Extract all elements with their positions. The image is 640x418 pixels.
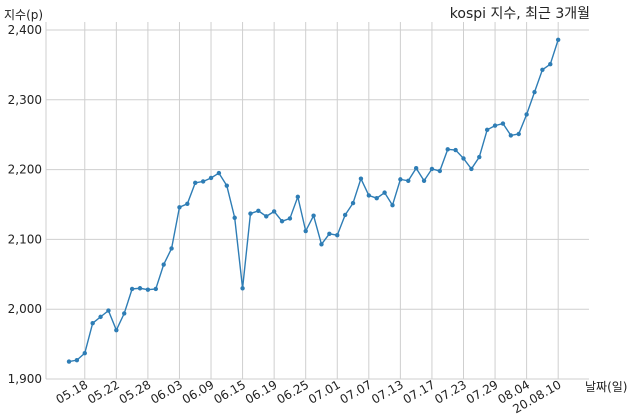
data-point [224,183,229,188]
data-point [508,133,514,138]
data-point [271,209,277,214]
x-axis-label: 날짜(일) [585,380,628,394]
data-point [327,231,332,237]
chart-title: kospi 지수, 최근 3개월 [449,6,590,22]
data-point [279,219,285,224]
x-tick-label: 06.09 [180,377,217,406]
data-point [208,175,214,181]
data-point [548,62,553,67]
data-point [484,127,490,133]
data-point [98,314,103,320]
data-point [335,233,340,238]
data-point [161,262,166,267]
x-tick-label: 07.17 [401,377,438,406]
data-point [500,121,506,126]
x-tick-label: 05.18 [54,377,91,406]
data-point [492,123,498,128]
data-point [248,211,253,216]
y-tick-label: 2,000 [8,302,42,316]
y-axis-label: 지수(p) [4,8,44,22]
data-point [287,216,293,221]
data-point [445,147,450,152]
data-point [66,359,72,364]
x-tick-label: 05.22 [85,377,122,406]
data-point [421,178,427,183]
x-tick-label: 06.19 [243,377,280,406]
y-tick-label: 2,100 [8,232,42,246]
y-tick-label: 2,200 [8,163,42,177]
data-point [342,212,348,218]
data-point [177,205,182,210]
data-point [398,177,403,182]
data-point [524,112,529,117]
x-tick-label: 06.15 [211,377,248,406]
y-tick-label: 1,900 [8,372,42,386]
data-point [114,327,119,333]
data-point [469,166,474,172]
data-point [555,37,561,42]
data-point [532,89,537,95]
data-point [461,156,466,161]
grid [45,22,589,380]
x-tick-label: 07.07 [338,377,375,406]
data-point [437,168,443,174]
data-point [429,166,435,172]
data-point [74,357,80,363]
data-point [90,320,95,326]
data-point [216,170,222,176]
data-point [374,196,379,201]
data-point [106,308,111,313]
series-line [68,39,559,363]
data-point [240,286,245,291]
y-axis-ticks: 1,900 2,000 2,100 2,200 2,300 2,400 [8,23,42,386]
data-point [82,350,87,356]
y-tick-label: 2,300 [8,93,42,107]
data-point [122,311,127,316]
data-point [366,193,372,198]
x-tick-label: 07.23 [432,377,469,406]
data-point [129,286,135,292]
data-point [477,154,482,160]
x-tick-label: 06.03 [148,377,185,406]
data-point [185,201,190,207]
data-point [193,180,198,186]
x-tick-label: 05.28 [117,377,154,406]
data-point [295,194,301,200]
data-point [200,179,206,184]
x-axis-ticks: 05.1805.2205.2806.0306.0906.1506.1906.25… [54,377,564,416]
y-tick-label: 2,400 [8,23,42,37]
series [66,37,561,364]
x-tick-label: 06.25 [274,377,311,406]
data-point [390,202,395,208]
data-point [169,246,174,251]
data-point [232,215,237,220]
data-point [413,166,419,171]
data-point [311,213,316,218]
data-point [358,176,364,181]
x-tick-label: 07.01 [306,377,343,406]
data-point [256,208,261,213]
data-point [406,178,411,183]
data-point [145,287,151,292]
data-point [153,286,158,292]
data-point [264,214,269,219]
data-point [516,131,521,137]
x-tick-label: 07.29 [464,377,501,406]
data-point [382,190,387,195]
data-point [350,200,356,206]
data-point [540,67,545,72]
data-point [319,242,324,247]
data-point [453,147,458,153]
data-point [137,286,143,291]
data-point [303,228,308,234]
x-tick-label: 07.13 [369,377,406,406]
